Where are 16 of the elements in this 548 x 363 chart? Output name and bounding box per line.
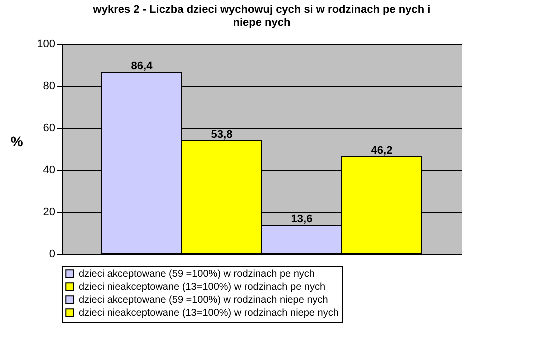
y-tick-label: 60 — [43, 122, 56, 134]
chart-title: wykres 2 - Liczba dzieci wychowuj cych si w rodzinach pe nych i niepe nych — [92, 4, 431, 29]
y-tick-label: 100 — [37, 38, 56, 50]
y-tick-label: 40 — [43, 164, 56, 176]
y-axis-title: % — [10, 134, 24, 150]
data-label: 53,8 — [211, 129, 233, 142]
legend-label: dzieci nieakceptowane (13=100%) w rodzinach niepe nych — [79, 308, 339, 319]
legend-label: dzieci akceptowane (59 =100%) w rodzinach pe nych — [79, 269, 315, 280]
y-tick-label: 80 — [43, 80, 56, 92]
data-label: 86,4 — [131, 60, 154, 73]
y-tick-label: 0 — [49, 248, 56, 260]
legend-label: dzieci nieakceptowane (13=100%) w rodzinach pe nych — [79, 282, 326, 293]
data-label: 13,6 — [291, 213, 313, 226]
y-tick-label: 20 — [43, 206, 56, 218]
data-label: 46,2 — [371, 144, 393, 157]
legend-label: dzieci akceptowane (59 =100%) w rodzinach niepe nych — [79, 295, 328, 306]
